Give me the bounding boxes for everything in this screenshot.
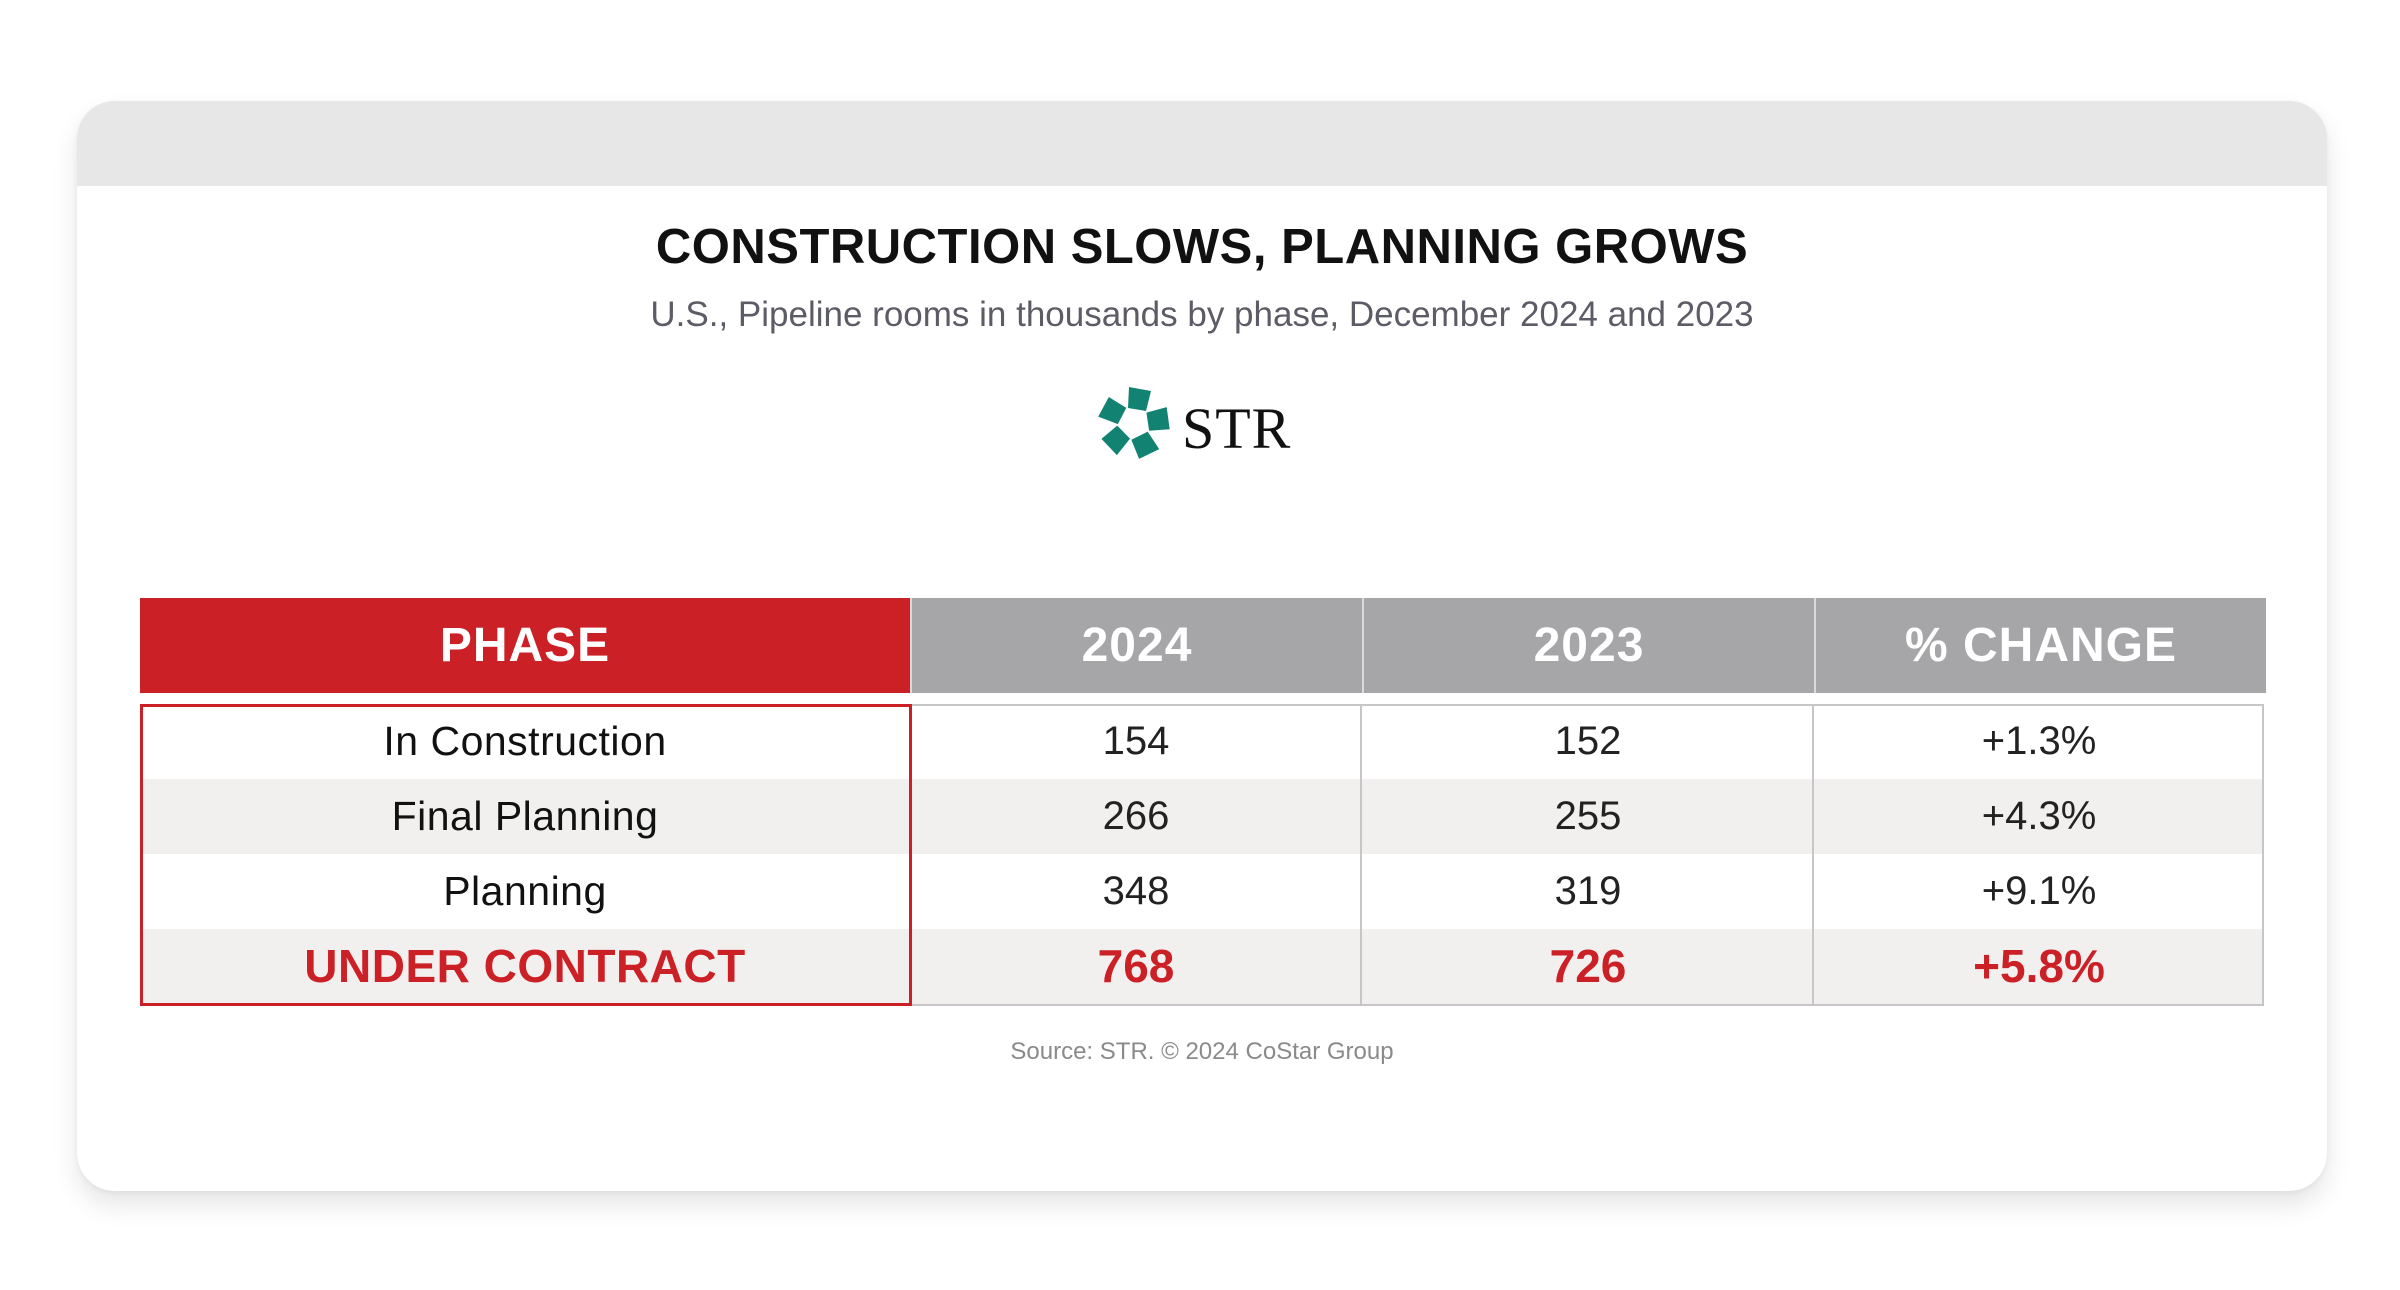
- header-percent-change: % CHANGE: [1814, 598, 2266, 693]
- table-header-row: PHASE 2024 2023 % CHANGE: [140, 598, 2266, 693]
- logo-text: STR: [1182, 396, 1292, 461]
- header-2024: 2024: [910, 598, 1362, 693]
- logo-petal: [1128, 387, 1151, 411]
- header-2023: 2023: [1362, 598, 1814, 693]
- card-top-bar: [77, 101, 2327, 186]
- value-2024-cell: 154: [1102, 719, 1170, 763]
- str-logo: STR: [1094, 383, 1324, 473]
- value-2024-cell: 348: [1102, 869, 1170, 913]
- logo-petal: [1098, 396, 1127, 425]
- chart-subtitle: U.S., Pipeline rooms in thousands by pha…: [650, 295, 1754, 334]
- value-2023-cell: 152: [1554, 719, 1622, 763]
- str-logo-icon: [1098, 387, 1170, 459]
- total-change-cell: +5.8%: [1973, 940, 2105, 992]
- change-cell: +1.3%: [1981, 719, 2097, 763]
- total-2024-cell: 768: [1097, 940, 1175, 992]
- chart-title: CONSTRUCTION SLOWS, PLANNING GROWS: [655, 220, 1749, 274]
- value-2023-cell: 319: [1554, 869, 1622, 913]
- total-phase-cell: UNDER CONTRACT: [304, 940, 746, 992]
- header-phase: PHASE: [140, 598, 910, 693]
- source-note: Source: STR. © 2024 CoStar Group: [1010, 1038, 1394, 1065]
- table-row: In Construction 154 152 +1.3%: [140, 704, 2264, 779]
- total-2023-cell: 726: [1549, 940, 1627, 992]
- change-cell: +9.1%: [1981, 869, 2097, 913]
- value-2023-cell: 255: [1554, 794, 1622, 838]
- table-body: In Construction 154 152 +1.3% Final Plan…: [140, 704, 2264, 1004]
- table-row: Final Planning 266 255 +4.3%: [140, 779, 2264, 854]
- phase-cell: Planning: [443, 868, 607, 914]
- logo-petal: [1146, 407, 1170, 431]
- logo-petal: [1101, 425, 1131, 456]
- change-cell: +4.3%: [1981, 794, 2097, 838]
- value-2024-cell: 266: [1102, 794, 1170, 838]
- phase-cell: In Construction: [383, 718, 667, 764]
- logo-petal: [1131, 431, 1160, 459]
- table-total-row: UNDER CONTRACT 768 726 +5.8%: [140, 929, 2264, 1004]
- chart-card: CONSTRUCTION SLOWS, PLANNING GROWS U.S.,…: [77, 101, 2327, 1191]
- phase-cell: Final Planning: [391, 793, 659, 839]
- table-row: Planning 348 319 +9.1%: [140, 854, 2264, 929]
